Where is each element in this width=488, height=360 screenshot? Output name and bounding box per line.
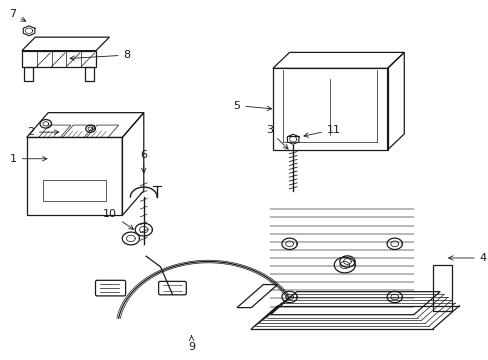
Text: 11: 11 [304, 125, 340, 137]
Text: 2: 2 [27, 127, 59, 137]
Text: 6: 6 [140, 150, 147, 173]
Bar [85, 67, 94, 81]
Text: 4: 4 [447, 253, 486, 263]
Text: 9: 9 [187, 336, 195, 352]
Text: 7: 7 [9, 9, 26, 21]
Bar [43, 180, 105, 201]
Bar [24, 67, 33, 81]
Bar [22, 51, 96, 67]
Text: 5: 5 [233, 100, 271, 111]
Text: 1: 1 [10, 154, 47, 164]
Text: 8: 8 [70, 50, 130, 60]
Bar [272, 68, 387, 150]
Text: 10: 10 [103, 209, 133, 229]
Text: 3: 3 [265, 125, 287, 149]
